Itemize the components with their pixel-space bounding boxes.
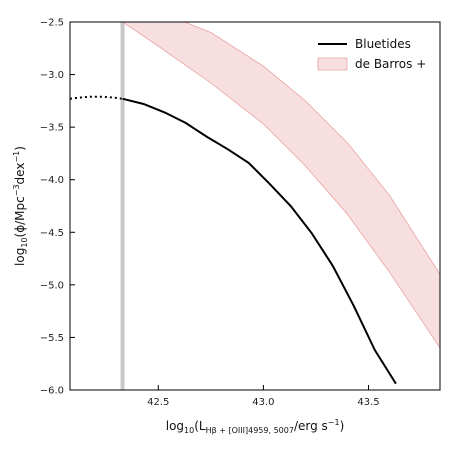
y-tick-label: −4.5: [40, 228, 64, 239]
bluetides-line: [122, 97, 397, 385]
y-tick-label: −4.0: [40, 175, 64, 186]
x-axis-label: log10(LHβ + [OIII]4959, 5007/erg s−1): [166, 418, 345, 435]
y-tick-label: −3.5: [40, 123, 64, 134]
y-tick-label: −6.0: [40, 386, 64, 397]
debarros-band: [122, 22, 440, 349]
y-axis-label: log10(ϕ/Mpc−3dex−1): [12, 146, 29, 266]
bluetides-dotted-line: [70, 95, 123, 100]
x-tick-label: 42.5: [147, 397, 169, 408]
y-tick-label: −3.0: [40, 70, 64, 81]
x-tick-label: 43.5: [357, 397, 379, 408]
legend-debarros-label: de Barros +: [355, 57, 426, 71]
y-tick-label: −2.5: [40, 18, 64, 29]
plot-frame: [69, 21, 441, 391]
legend-debarros-swatch: [317, 57, 348, 71]
y-tick-label: −5.0: [40, 280, 64, 291]
x-tick-label: 43.0: [252, 397, 274, 408]
legend-bluetides-label: Bluetides: [355, 37, 411, 51]
legend: Bluetides de Barros +: [317, 37, 426, 71]
y-tick-label: −5.5: [40, 333, 64, 344]
